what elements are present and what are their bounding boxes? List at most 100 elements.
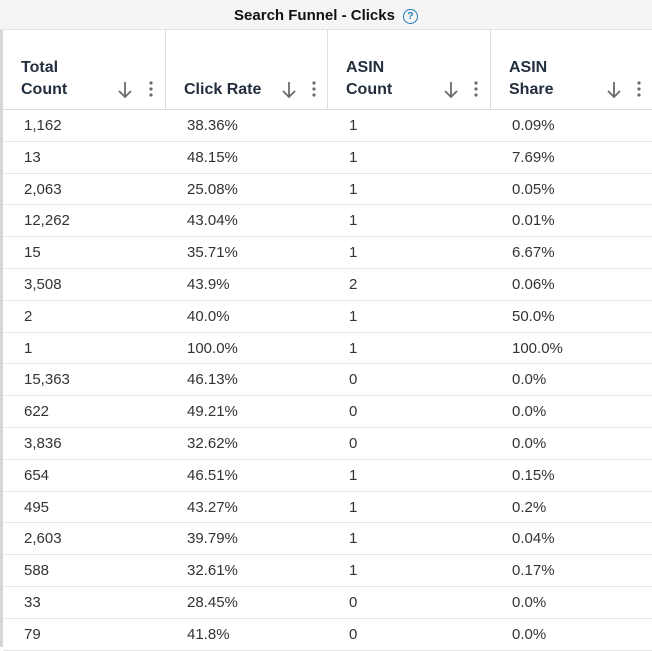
kebab-menu-icon[interactable] <box>474 81 478 97</box>
table-cell: 1 <box>349 466 358 484</box>
table-cell: 622 <box>24 403 50 421</box>
table-cell: 495 <box>24 498 50 516</box>
table-cell: 0.0% <box>512 434 547 452</box>
table-row[interactable]: 3,508 43.9% 2 0.06% <box>3 269 652 301</box>
table-cell: 1 <box>349 562 358 580</box>
arrow-down-icon[interactable] <box>282 81 296 99</box>
table-cell: 46.51% <box>187 466 238 484</box>
table-cell: 1 <box>349 244 358 262</box>
table-row[interactable]: 15,363 46.13% 0 0.0% <box>3 364 652 397</box>
table-row[interactable]: 33 28.45% 0 0.0% <box>3 587 652 619</box>
table-cell: 588 <box>24 562 50 580</box>
table-row[interactable]: 1 100.0% 1 100.0% <box>3 333 652 365</box>
table-row[interactable]: 654 46.51% 1 0.15% <box>3 460 652 492</box>
table-cell: 1,162 <box>24 117 62 134</box>
table-cell: 1 <box>24 339 33 357</box>
kebab-menu-icon[interactable] <box>149 81 153 97</box>
pinned-column-edge <box>0 30 3 647</box>
column-group-header: Search Funnel - Clicks ? <box>0 0 652 30</box>
table-cell: 1 <box>349 530 358 548</box>
column-header-total-count[interactable]: Total Count <box>3 30 166 109</box>
table-cell: 0 <box>349 371 358 389</box>
arrow-down-icon[interactable] <box>118 81 132 99</box>
table-row[interactable]: 12,262 43.04% 1 0.01% <box>3 205 652 238</box>
column-header-label: ASIN Share <box>509 59 554 98</box>
table-cell: 12,262 <box>24 212 70 230</box>
table-cell: 39.79% <box>187 530 238 548</box>
column-header-asin-count[interactable]: ASIN Count <box>328 30 491 109</box>
table-cell: 0 <box>349 593 358 611</box>
kebab-menu-icon[interactable] <box>637 81 641 97</box>
table-cell: 1 <box>349 498 358 516</box>
table-cell: 2,063 <box>24 180 62 198</box>
table-cell: 0.15% <box>512 466 555 484</box>
table-cell: 48.15% <box>187 148 238 166</box>
table-cell: 1 <box>349 180 358 198</box>
table-cell: 0.0% <box>512 593 547 611</box>
table-cell: 0.0% <box>512 371 547 389</box>
table-cell: 40.0% <box>187 307 230 325</box>
table-cell: 0.01% <box>512 212 555 230</box>
table-row[interactable]: 1,162 38.36% 1 0.09% <box>3 110 652 142</box>
table-cell: 38.36% <box>187 117 238 134</box>
column-header-click-rate[interactable]: Click Rate <box>166 30 328 109</box>
arrow-down-icon[interactable] <box>607 81 621 99</box>
table-row[interactable]: 622 49.21% 0 0.0% <box>3 396 652 428</box>
table-cell: 0.0% <box>512 625 547 643</box>
table-cell: 0 <box>349 625 358 643</box>
help-icon[interactable]: ? <box>402 8 418 24</box>
table-cell: 43.27% <box>187 498 238 516</box>
table-cell: 25.08% <box>187 180 238 198</box>
table-cell: 0.06% <box>512 275 555 293</box>
table-cell: 33 <box>24 593 41 611</box>
table-cell: 50.0% <box>512 307 555 325</box>
table-cell: 15 <box>24 244 41 262</box>
table-row[interactable]: 2,603 39.79% 1 0.04% <box>3 523 652 556</box>
kebab-menu-icon[interactable] <box>312 81 316 97</box>
table-row[interactable]: 2,063 25.08% 1 0.05% <box>3 174 652 206</box>
table-cell: 35.71% <box>187 244 238 262</box>
column-header-asin-share[interactable]: ASIN Share <box>491 30 652 109</box>
column-header-label: ASIN Count <box>346 59 393 98</box>
table-cell: 2 <box>24 307 33 325</box>
table-cell: 13 <box>24 148 41 166</box>
table-cell: 1 <box>349 148 358 166</box>
table-body: 1,162 38.36% 1 0.09% 13 48.15% 1 7.69% 2,063 25.0… <box>3 110 652 651</box>
table-row[interactable]: 588 32.61% 1 0.17% <box>3 555 652 587</box>
table-cell: 79 <box>24 625 41 643</box>
table-cell: 0.0% <box>512 403 547 421</box>
table-cell: 0.17% <box>512 562 555 580</box>
table-cell: 7.69% <box>512 148 555 166</box>
table-cell: 3,508 <box>24 275 62 293</box>
table-row[interactable]: 3,836 32.62% 0 0.0% <box>3 428 652 460</box>
table-cell: 49.21% <box>187 403 238 421</box>
column-header-label: Total Count <box>21 59 68 98</box>
table-row[interactable]: 15 35.71% 1 6.67% <box>3 237 652 269</box>
table-cell: 1 <box>349 117 358 134</box>
table-row[interactable]: 495 43.27% 1 0.2% <box>3 492 652 524</box>
table-row[interactable]: 13 48.15% 1 7.69% <box>3 142 652 174</box>
table-row[interactable]: 2 40.0% 1 50.0% <box>3 301 652 333</box>
table-cell: 1 <box>349 339 358 357</box>
table-cell: 32.62% <box>187 434 238 452</box>
table-cell: 32.61% <box>187 562 238 580</box>
arrow-down-icon[interactable] <box>444 81 458 99</box>
table-cell: 2 <box>349 275 358 293</box>
table-cell: 2,603 <box>24 530 62 548</box>
column-group-title: Search Funnel - Clicks <box>234 6 395 24</box>
column-header-label: Click Rate <box>184 81 262 98</box>
table-cell: 100.0% <box>187 339 238 357</box>
table-cell: 0.05% <box>512 180 555 198</box>
table-cell: 43.04% <box>187 212 238 230</box>
column-header-row: Total Count Click Rate ASIN Count ASIN S… <box>3 30 652 110</box>
table-cell: 6.67% <box>512 244 555 262</box>
table-cell: 46.13% <box>187 371 238 389</box>
table-cell: 100.0% <box>512 339 563 357</box>
table-cell: 1 <box>349 212 358 230</box>
table-cell: 0.2% <box>512 498 547 516</box>
table-cell: 0.09% <box>512 117 555 134</box>
table-cell: 41.8% <box>187 625 230 643</box>
table-cell: 0 <box>349 403 358 421</box>
table-row[interactable]: 79 41.8% 0 0.0% <box>3 619 652 651</box>
table-cell: 1 <box>349 307 358 325</box>
